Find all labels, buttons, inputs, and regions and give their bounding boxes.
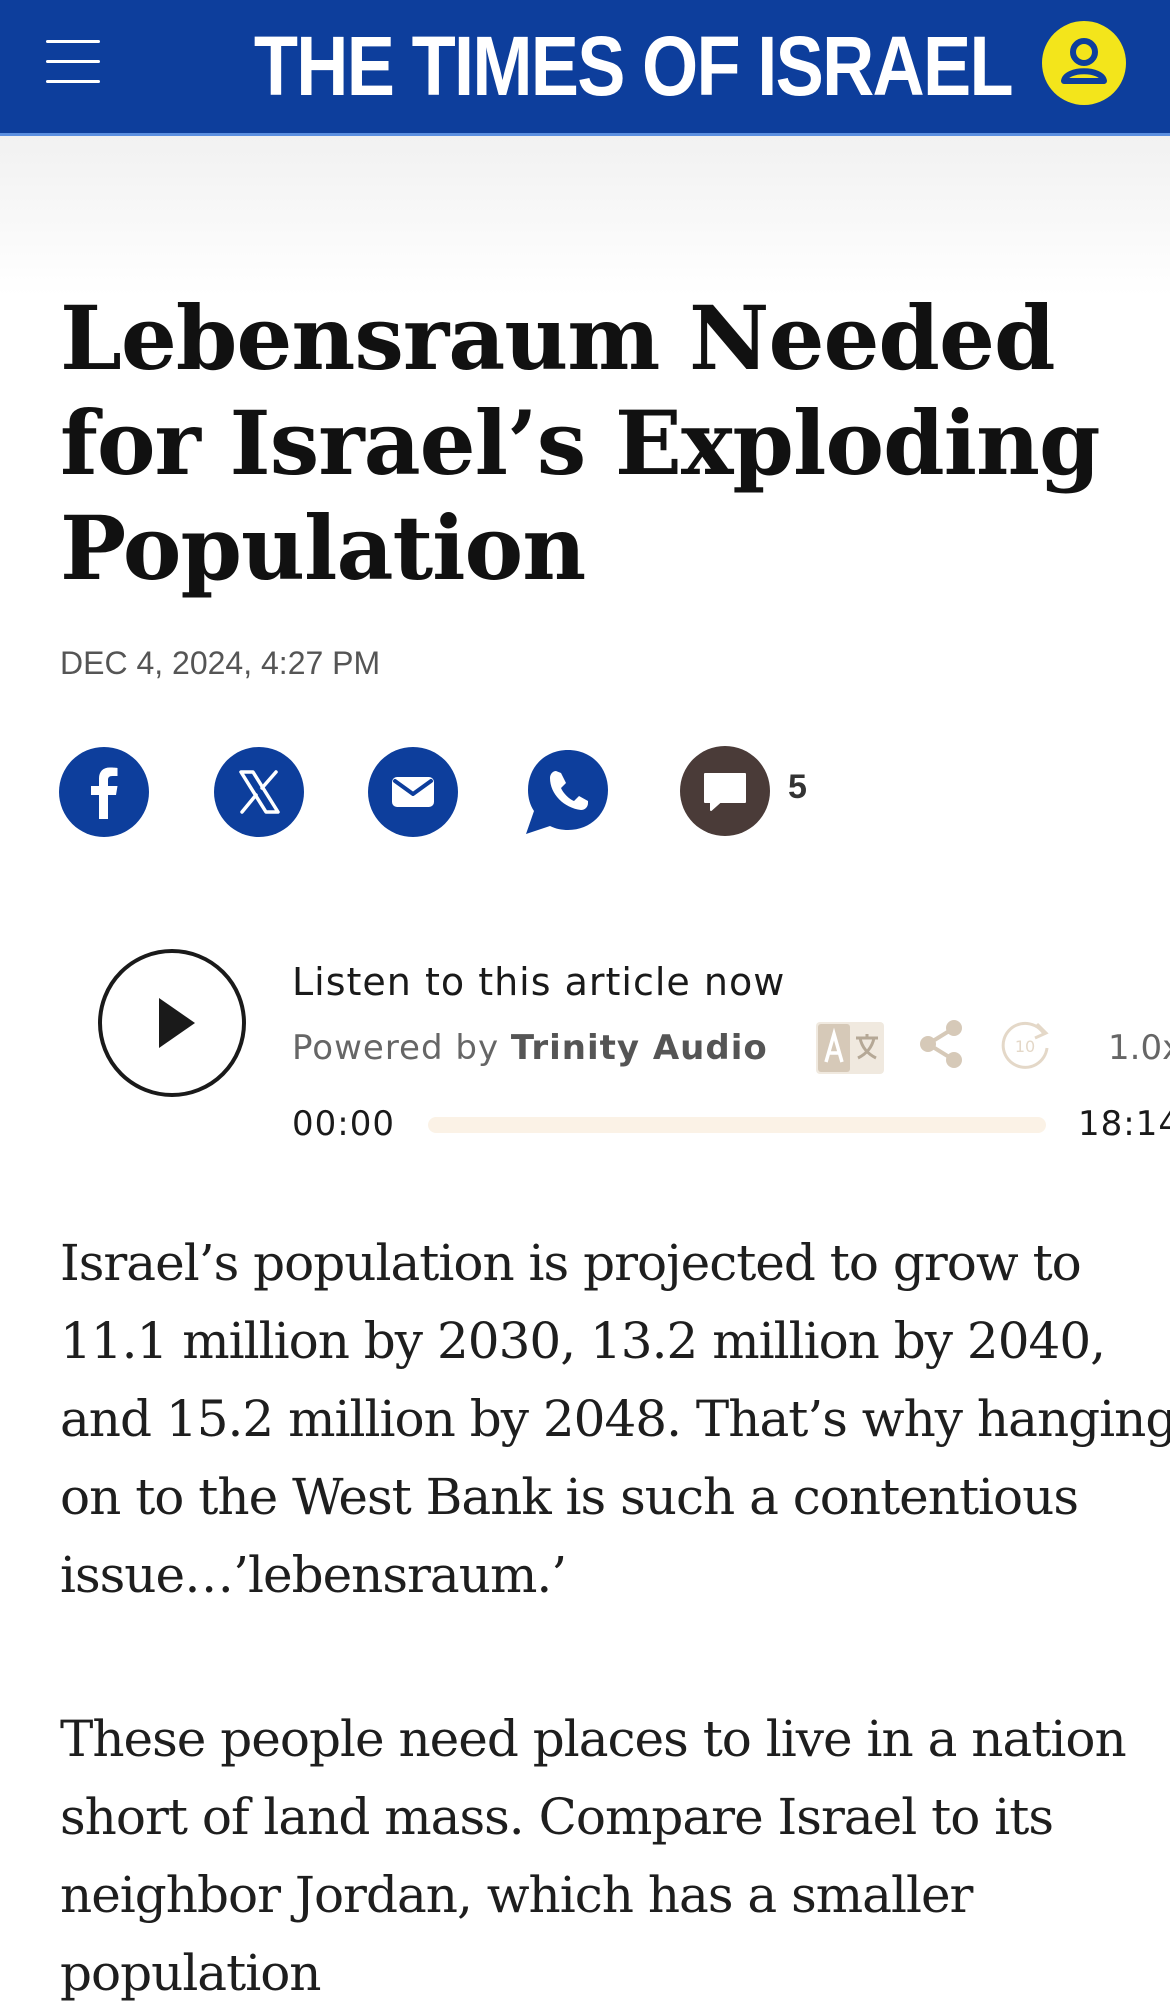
comments-button[interactable] (678, 744, 772, 838)
audio-powered-by: Powered by Trinity Audio (292, 1028, 768, 1068)
playback-speed[interactable]: 1.0x (1108, 1028, 1170, 1068)
facebook-icon (91, 767, 118, 819)
article-paragraph: These people need places to live in a na… (60, 1710, 1127, 2002)
play-icon (159, 998, 195, 1048)
audio-play-button[interactable] (98, 949, 246, 1097)
audio-title: Listen to this article now (292, 960, 786, 1004)
whatsapp-share-button[interactable] (523, 747, 613, 837)
forward-10-button[interactable]: 10 (996, 1016, 1054, 1074)
user-profile-icon[interactable] (1042, 21, 1126, 105)
audio-share-button[interactable] (918, 1018, 966, 1070)
x-share-button[interactable] (214, 747, 304, 837)
audio-current-time: 00:00 (292, 1104, 395, 1144)
site-logo[interactable]: THE TIMES OF ISRAEL (253, 19, 1014, 113)
x-icon (239, 770, 280, 814)
email-icon (392, 777, 434, 807)
header-shadow (0, 136, 1170, 296)
article-paragraph: Israel’s population is projected to grow… (60, 1234, 1170, 1604)
hamburger-menu-icon[interactable] (46, 38, 102, 86)
article-title: Lebensraum Needed for Israel’s Exploding… (60, 286, 1101, 600)
share-icon (920, 1020, 962, 1068)
facebook-share-button[interactable] (59, 747, 149, 837)
comment-icon (680, 746, 770, 836)
site-header: THE TIMES OF ISRAEL (0, 0, 1170, 136)
whatsapp-icon (526, 750, 608, 834)
article-date: DEC 4, 2024, 4:27 PM (60, 645, 381, 681)
comment-count: 5 (788, 768, 807, 806)
email-share-button[interactable] (368, 747, 458, 837)
translate-button[interactable] (816, 1022, 884, 1074)
powered-prefix: Powered by (292, 1028, 500, 1068)
forward-10-icon: 10 (1001, 1021, 1049, 1069)
translate-icon (816, 1022, 884, 1074)
audio-total-time: 18:14 (1078, 1104, 1170, 1144)
forward-label: 10 (1015, 1037, 1035, 1056)
audio-progress-bar[interactable] (428, 1117, 1046, 1133)
powered-brand[interactable]: Trinity Audio (510, 1028, 768, 1068)
